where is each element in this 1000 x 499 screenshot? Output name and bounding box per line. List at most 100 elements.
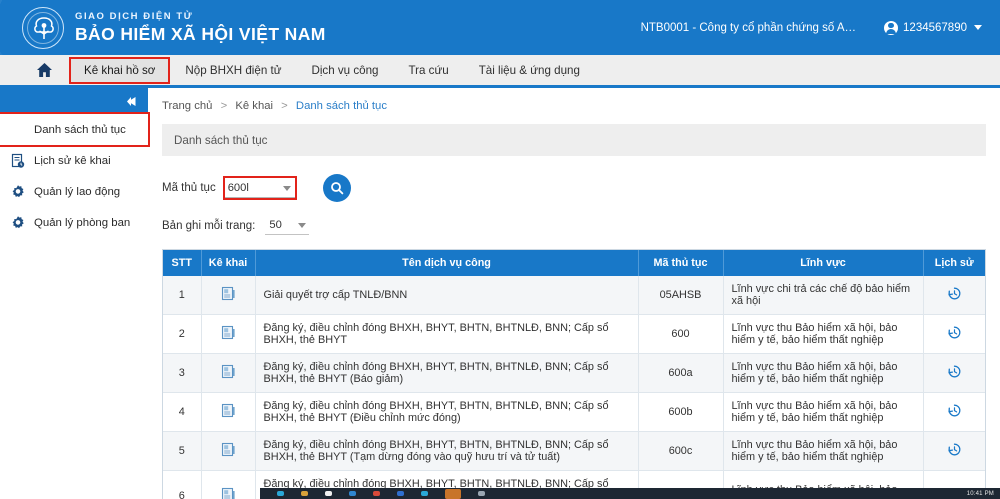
history-clock-icon[interactable] (923, 314, 985, 354)
cell-stt: 2 (163, 314, 202, 354)
caret-down-icon[interactable] (298, 223, 307, 228)
declaration-form-icon[interactable] (201, 431, 256, 471)
taskbar-icon[interactable] (301, 491, 308, 496)
user-id-label: 1234567890 (903, 21, 967, 34)
procedures-table-wrapper: STT Kê khai Tên dịch vụ công Mã thủ tục … (162, 249, 986, 499)
nav-item-tai-lieu-ung-dung[interactable]: Tài liệu & ứng dụng (478, 63, 580, 77)
nav-item-dich-vu-cong[interactable]: Dịch vụ công (311, 63, 379, 77)
cell-service-name: Giải quyết trợ cấp TNLĐ/BNN (255, 276, 639, 315)
gear-icon (10, 215, 26, 231)
table-row[interactable]: 5 Đăng ký, điều chỉnh đóng BHXH, BHYT, BH… (163, 431, 985, 471)
main-nav: Kê khai hồ sơ Nộp BHXH điện tử Dịch vụ c… (0, 55, 1000, 88)
history-clock-icon[interactable] (923, 353, 985, 393)
table-row[interactable]: 2 Đăng ký, điều chỉnh đóng BHXH, BHYT, BH… (163, 314, 985, 354)
history-clock-icon[interactable] (923, 431, 985, 471)
taskbar-clock[interactable]: 10:41 PM (966, 490, 994, 497)
per-page-value: 50 (269, 219, 282, 231)
procedures-table-body: 1 Giải quyết trợ cấp TNLĐ/BNN 05AHSB Lĩnh v… (163, 276, 985, 499)
breadcrumb-item-current[interactable]: Danh sách thủ tục (295, 100, 387, 112)
account-circle-icon (884, 20, 899, 35)
search-button[interactable] (322, 174, 351, 202)
sidebar-item-quan-ly-phong-ban[interactable]: Quản lý phòng ban (0, 207, 148, 238)
caret-down-icon[interactable] (282, 186, 291, 191)
home-icon[interactable] (36, 62, 53, 78)
cell-stt: 5 (163, 431, 202, 471)
cell-procedure-code: 600 (638, 314, 724, 354)
sidebar-item-label: Quản lý phòng ban (34, 216, 131, 229)
procedure-code-value: 600l (227, 181, 249, 194)
declaration-form-icon[interactable] (201, 276, 256, 315)
taskbar-icon[interactable] (445, 488, 461, 499)
breadcrumb-item-home[interactable]: Trang chủ (162, 100, 213, 112)
col-ma-thu-tuc: Mã thủ tục (638, 250, 724, 276)
cell-procedure-code: 600a (638, 353, 724, 393)
page-title: Danh sách thủ tục (162, 124, 986, 156)
sidebar-item-quan-ly-lao-dong[interactable]: Quản lý lao động (0, 176, 148, 207)
taskbar-icon[interactable] (277, 491, 284, 496)
history-clock-icon[interactable] (923, 276, 985, 315)
procedure-code-select[interactable]: 600l (222, 176, 297, 200)
sidebar-item-label: Lịch sử kê khai (34, 154, 111, 167)
declaration-form-icon[interactable] (201, 392, 256, 432)
per-page-row: Bản ghi mỗi trang: 50 (162, 216, 986, 235)
cell-procedure-code: 600b (638, 392, 724, 432)
taskbar-icon[interactable] (478, 491, 485, 496)
cell-stt: 6 (163, 470, 202, 499)
nav-item-nop-bhxh-dien-tu[interactable]: Nộp BHXH điện tử (185, 63, 282, 77)
brand-subtitle: GIAO DỊCH ĐIỆN TỬ (75, 11, 194, 22)
gear-icon (10, 184, 26, 200)
breadcrumb-separator: > (220, 100, 228, 112)
cell-stt: 4 (163, 392, 202, 432)
breadcrumb: Trang chủ > Kê khai > Danh sách thủ tục (162, 100, 986, 112)
declaration-form-icon[interactable] (201, 353, 256, 393)
taskbar-icon[interactable] (397, 491, 404, 496)
sidebar-item-label: Quản lý lao động (34, 185, 121, 198)
cell-stt: 1 (163, 276, 202, 315)
search-icon (330, 182, 344, 195)
cell-field: Lĩnh vực thu Bảo hiểm xã hội, bảo hiểm y… (723, 392, 924, 432)
cell-field: Lĩnh vực thu Bảo hiểm xã hội, bảo hiểm y… (723, 314, 924, 354)
per-page-select[interactable]: 50 (265, 216, 310, 235)
cell-service-name: Đăng ký, điều chỉnh đóng BHXH, BHYT, BHT… (255, 314, 639, 354)
filter-row: Mã thủ tục 600l (162, 174, 986, 202)
cell-service-name: Đăng ký, điều chỉnh đóng BHXH, BHYT, BHT… (255, 431, 639, 471)
cell-field: Lĩnh vực thu Bảo hiểm xã hội, bảo hiểm y… (723, 353, 924, 393)
nav-item-tra-cuu[interactable]: Tra cứu (408, 63, 449, 77)
table-row[interactable]: 1 Giải quyết trợ cấp TNLĐ/BNN 05AHSB Lĩnh v… (163, 276, 985, 315)
breadcrumb-separator: > (281, 100, 288, 112)
table-row[interactable]: 4 Đăng ký, điều chỉnh đóng BHXH, BHYT, BH… (163, 392, 985, 432)
brand-block: GIAO DỊCH ĐIỆN TỬ BẢO HIỂM XÃ HỘI VIỆT N… (22, 6, 326, 49)
sidebar-item-danh-sach-thu-tuc[interactable]: Danh sách thủ tục (0, 112, 150, 147)
col-linh-vuc: Lĩnh vực (723, 250, 924, 276)
breadcrumb-item-ke-khai[interactable]: Kê khai (235, 100, 274, 112)
chevron-double-left-icon[interactable] (124, 94, 139, 109)
chevron-down-icon[interactable] (974, 25, 982, 30)
history-clock-icon[interactable] (923, 392, 985, 432)
procedures-table: STT Kê khai Tên dịch vụ công Mã thủ tục … (163, 250, 985, 499)
col-lich-su: Lịch sử (923, 250, 985, 276)
user-menu[interactable]: 1234567890 (884, 20, 982, 35)
sidebar-item-label: Danh sách thủ tục (34, 123, 126, 136)
table-row[interactable]: 3 Đăng ký, điều chỉnh đóng BHXH, BHYT, BH… (163, 353, 985, 393)
taskbar-icon[interactable] (325, 491, 332, 496)
taskbar-icon[interactable] (373, 491, 380, 496)
procedure-code-label: Mã thủ tục (162, 182, 216, 194)
declaration-form-icon[interactable] (201, 314, 256, 354)
nav-item-ke-khai-ho-so[interactable]: Kê khai hồ sơ (68, 56, 171, 84)
col-ten-dich-vu-cong: Tên dịch vụ công (255, 250, 639, 276)
declaration-form-icon[interactable] (201, 470, 256, 499)
bhxh-emblem-icon (22, 6, 64, 49)
per-page-label: Bản ghi mỗi trang: (162, 219, 256, 232)
main-content: Trang chủ > Kê khai > Danh sách thủ tục … (148, 88, 1000, 499)
taskbar-icon[interactable] (349, 491, 356, 496)
os-taskbar: 10:41 PM (260, 488, 1000, 499)
cell-stt: 3 (163, 353, 202, 393)
col-ke-khai: Kê khai (201, 250, 256, 276)
cell-procedure-code: 05AHSB (638, 276, 724, 315)
taskbar-icon[interactable] (421, 491, 428, 496)
cell-service-name: Đăng ký, điều chỉnh đóng BHXH, BHYT, BHT… (255, 392, 639, 432)
sidebar-item-lich-su-ke-khai[interactable]: Lịch sử kê khai (0, 145, 148, 176)
cell-field: Lĩnh vực thu Bảo hiểm xã hội, bảo hiểm y… (723, 431, 924, 471)
cell-service-name: Đăng ký, điều chỉnh đóng BHXH, BHYT, BHT… (255, 353, 639, 393)
